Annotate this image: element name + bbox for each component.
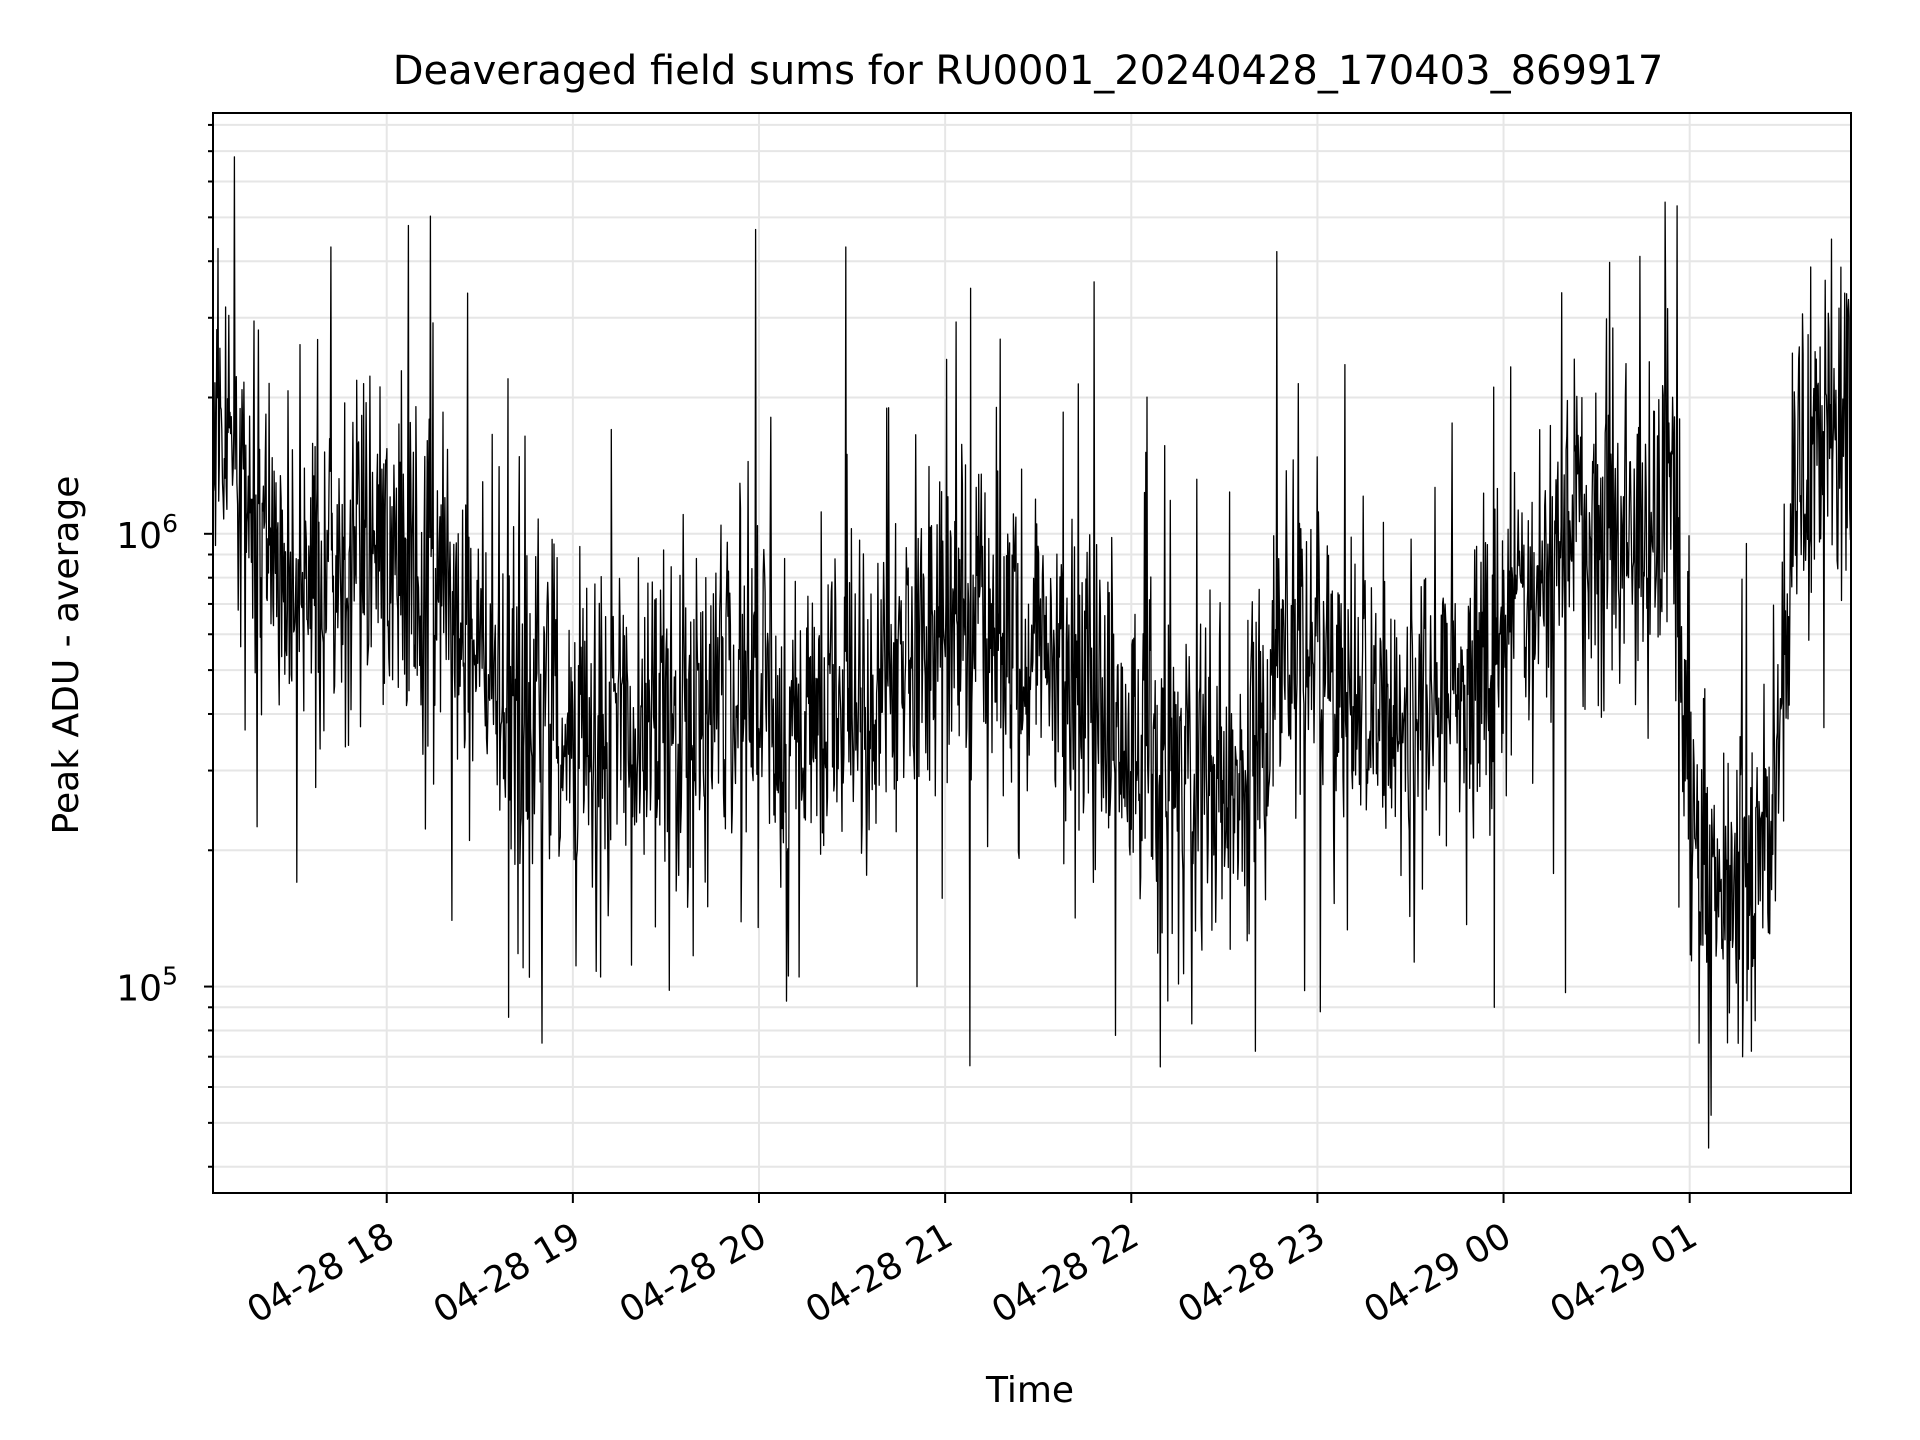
y-tick-label: 106 — [116, 509, 178, 557]
plot-frame — [212, 112, 1852, 1194]
y-tick-base: 10 — [116, 516, 162, 557]
y-tick-exponent: 5 — [162, 962, 178, 991]
chart-title: Deaveraged field sums for RU0001_2024042… — [393, 48, 1664, 94]
plot-area — [213, 156, 1851, 1149]
series-line — [213, 156, 1851, 1149]
y-tick-exponent: 6 — [162, 509, 178, 538]
y-tick-base: 10 — [116, 969, 162, 1010]
series-layer — [213, 156, 1851, 1149]
y-axis-label: Peak ADU - average — [46, 476, 87, 835]
y-tick-label: 105 — [116, 962, 178, 1010]
x-axis-label: Time — [985, 1370, 1074, 1411]
